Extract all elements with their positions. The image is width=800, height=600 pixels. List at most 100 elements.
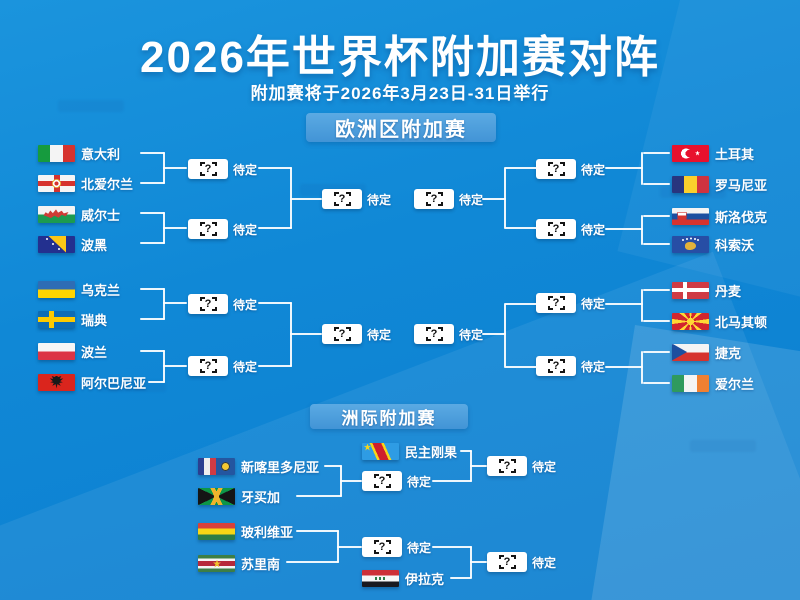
bracket-line xyxy=(140,318,165,320)
winner-tbd: ? 待定 xyxy=(188,159,257,179)
final-tbd: ? 待定 xyxy=(322,324,391,344)
tbd-label: 待定 xyxy=(581,359,606,374)
north-macedonia-flag-icon xyxy=(672,312,709,330)
team-row: 苏里南 xyxy=(198,554,280,572)
question-mark: ? xyxy=(338,192,346,205)
question-box-icon: ? xyxy=(487,552,527,572)
question-box-icon: ? xyxy=(322,189,362,209)
page-title: 2026年世界杯附加赛对阵 xyxy=(140,33,660,82)
final-tbd: ? 待定 xyxy=(322,189,391,209)
bracket-line xyxy=(641,289,643,322)
team-name: 苏里南 xyxy=(241,556,281,572)
question-mark: ? xyxy=(378,540,386,553)
bracket-line xyxy=(296,530,339,532)
albania-flag-icon xyxy=(38,373,75,391)
bracket-line xyxy=(482,198,506,200)
section-header-intercontinental: 洲际附加赛 xyxy=(310,404,468,429)
bracket-line xyxy=(258,365,292,367)
scan-frame-icon: ? xyxy=(498,459,516,473)
final-tbd: ? 待定 xyxy=(414,189,483,209)
bracket-line xyxy=(290,198,322,200)
bracket-line xyxy=(163,288,165,320)
question-mark: ? xyxy=(204,162,212,175)
tbd-label: 待定 xyxy=(407,540,432,555)
team-row: 波兰 xyxy=(38,342,107,360)
denmark-flag-icon xyxy=(672,281,709,299)
team-row: 爱尔兰 xyxy=(672,374,754,392)
tbd-label: 待定 xyxy=(459,327,484,342)
scan-frame-icon: ? xyxy=(199,359,217,373)
bracket-line xyxy=(140,212,165,214)
team-name: 丹麦 xyxy=(715,283,742,299)
turkey-flag-icon xyxy=(672,144,709,162)
final-tbd: ? 待定 xyxy=(487,552,556,572)
bracket-line xyxy=(504,303,506,368)
question-mark: ? xyxy=(204,297,212,310)
team-name: 新喀里多尼亚 xyxy=(241,459,320,475)
winner-tbd: ? 待定 xyxy=(188,219,257,239)
tbd-label: 待定 xyxy=(367,192,392,207)
winner-tbd: ? 待定 xyxy=(536,293,605,313)
final-tbd: ? 待定 xyxy=(414,324,483,344)
team-row: 斯洛伐克 xyxy=(672,207,767,225)
bracket-line xyxy=(296,495,342,497)
scan-frame-icon: ? xyxy=(199,222,217,236)
team-name: 科索沃 xyxy=(715,237,755,253)
bracket-line xyxy=(163,227,187,229)
bracket-line xyxy=(140,350,165,352)
team-row: 阿尔巴尼亚 xyxy=(38,373,146,391)
team-row: 丹麦 xyxy=(672,281,741,299)
bracket-line xyxy=(163,365,187,367)
scan-frame-icon: ? xyxy=(547,222,565,236)
slovakia-flag-icon xyxy=(672,207,709,225)
winner-tbd: ? 待定 xyxy=(188,294,257,314)
team-row: 罗马尼亚 xyxy=(672,175,767,193)
question-mark: ? xyxy=(552,296,560,309)
watermark xyxy=(58,100,124,112)
bracket-line xyxy=(163,302,187,304)
team-name: 玻利维亚 xyxy=(241,524,294,540)
tbd-label: 待定 xyxy=(532,459,557,474)
scan-frame-icon: ? xyxy=(498,555,516,569)
bracket-line xyxy=(140,242,165,244)
czechia-flag-icon xyxy=(672,343,709,361)
team-row: 土耳其 xyxy=(672,144,754,162)
bracket-line xyxy=(505,366,538,368)
poland-flag-icon xyxy=(38,342,75,360)
team-row: 牙买加 xyxy=(198,487,280,505)
question-box-icon: ? xyxy=(536,293,576,313)
team-name: 伊拉克 xyxy=(405,571,445,587)
bracket-line xyxy=(643,320,670,322)
tbd-label: 待定 xyxy=(407,474,432,489)
winner-tbd: ? 待定 xyxy=(536,219,605,239)
final-tbd: ? 待定 xyxy=(487,456,556,476)
tbd-label: 待定 xyxy=(233,222,258,237)
team-name: 波兰 xyxy=(81,344,108,360)
tbd-label: 待定 xyxy=(367,327,392,342)
team-row: 捷克 xyxy=(672,343,741,361)
team-name: 斯洛伐克 xyxy=(715,209,768,225)
scan-frame-icon: ? xyxy=(333,327,351,341)
page-subtitle: 附加赛将于2026年3月23日-31日举行 xyxy=(250,84,550,103)
kosovo-flag-icon xyxy=(672,235,709,253)
team-row: 玻利维亚 xyxy=(198,522,293,540)
wales-flag-icon xyxy=(38,205,75,223)
ireland-flag-icon xyxy=(672,374,709,392)
bracket-line xyxy=(258,227,292,229)
ukraine-flag-icon xyxy=(38,280,75,298)
dr-congo-flag-icon xyxy=(362,442,399,460)
bracket-line xyxy=(643,289,670,291)
bosnia-herzegovina-flag-icon xyxy=(38,235,75,253)
bracket-line xyxy=(505,227,538,229)
bracket-line xyxy=(605,303,643,305)
winner-tbd: ? 待定 xyxy=(536,159,605,179)
question-mark: ? xyxy=(552,222,560,235)
team-name: 北马其顿 xyxy=(715,314,768,330)
bracket-line xyxy=(324,465,342,467)
bracket-line xyxy=(605,366,643,368)
question-mark: ? xyxy=(503,555,511,568)
scan-frame-icon: ? xyxy=(547,162,565,176)
sweden-flag-icon xyxy=(38,310,75,328)
team-name: 罗马尼亚 xyxy=(715,177,768,193)
